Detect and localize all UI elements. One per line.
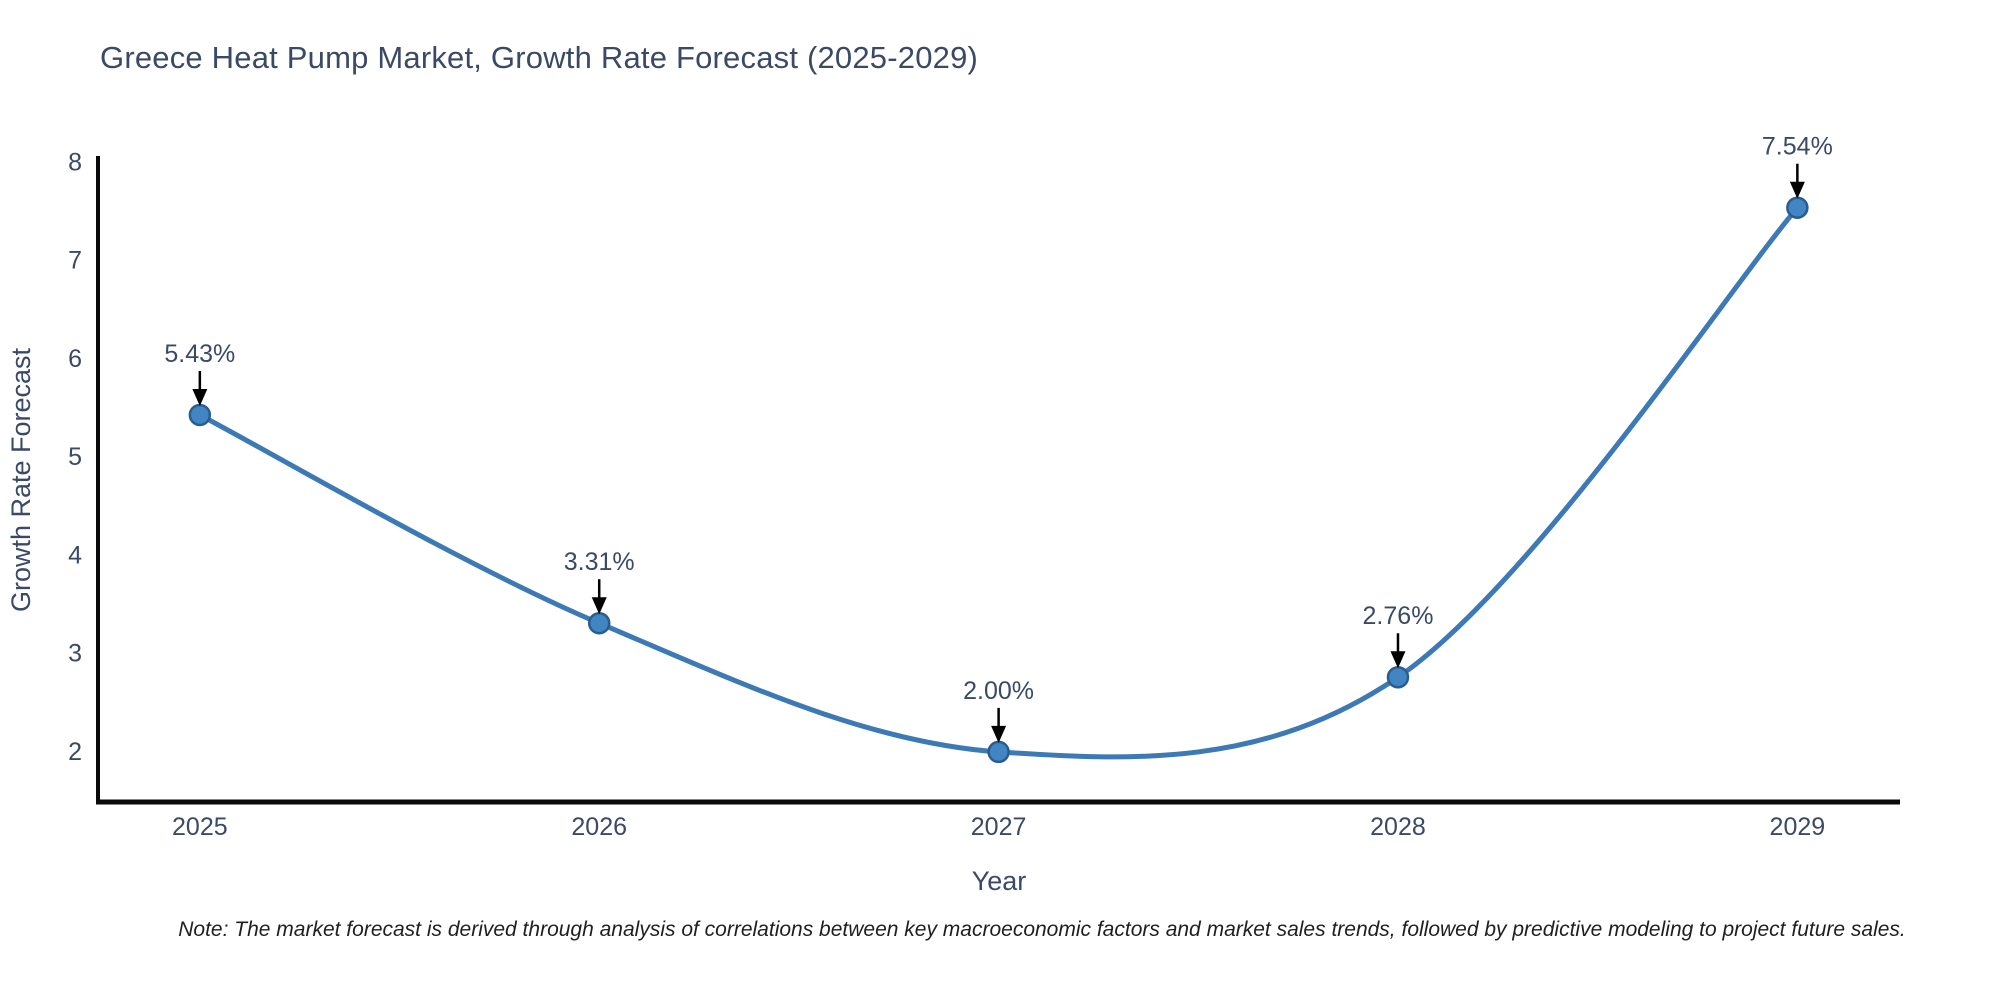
annotation-arrowhead-icon (1390, 651, 1406, 669)
annotation-arrowhead-icon (192, 388, 208, 406)
annotation-label: 7.54% (1762, 133, 1833, 161)
y-tick-label: 8 (68, 149, 82, 177)
y-axis-title: Growth Rate Forecast (6, 347, 36, 612)
data-point-2029 (1786, 196, 1809, 219)
annotation-label: 2.76% (1363, 602, 1434, 630)
annotation-arrowhead-icon (591, 597, 607, 615)
annotation-label: 2.00% (963, 677, 1034, 705)
footnote: Note: The market forecast is derived thr… (178, 918, 1906, 941)
annotation-arrowhead-icon (1789, 181, 1805, 199)
x-tick-label: 2025 (172, 813, 228, 841)
y-tick-label: 2 (68, 738, 82, 766)
x-tick-label: 2029 (1770, 813, 1826, 841)
x-tick-label: 2026 (571, 813, 627, 841)
data-point-2027 (987, 740, 1010, 764)
y-tick-label: 6 (68, 345, 82, 373)
y-tick-label: 3 (68, 640, 82, 668)
data-point-2028 (1386, 665, 1410, 689)
annotation-label: 5.43% (164, 340, 235, 368)
data-point-2025 (188, 403, 212, 427)
chart-title: Greece Heat Pump Market, Growth Rate For… (100, 40, 979, 75)
y-tick-label: 4 (68, 541, 82, 569)
x-tick-label: 2027 (971, 813, 1027, 841)
x-axis-title: Year (972, 866, 1027, 896)
annotation-label: 3.31% (564, 548, 635, 576)
x-tick-label: 2028 (1370, 813, 1426, 841)
data-point-2026 (587, 611, 611, 635)
y-tick-label: 7 (68, 247, 82, 275)
trend-line (197, 205, 1800, 760)
y-tick-label: 5 (68, 443, 82, 471)
annotation-arrowhead-icon (991, 725, 1007, 743)
